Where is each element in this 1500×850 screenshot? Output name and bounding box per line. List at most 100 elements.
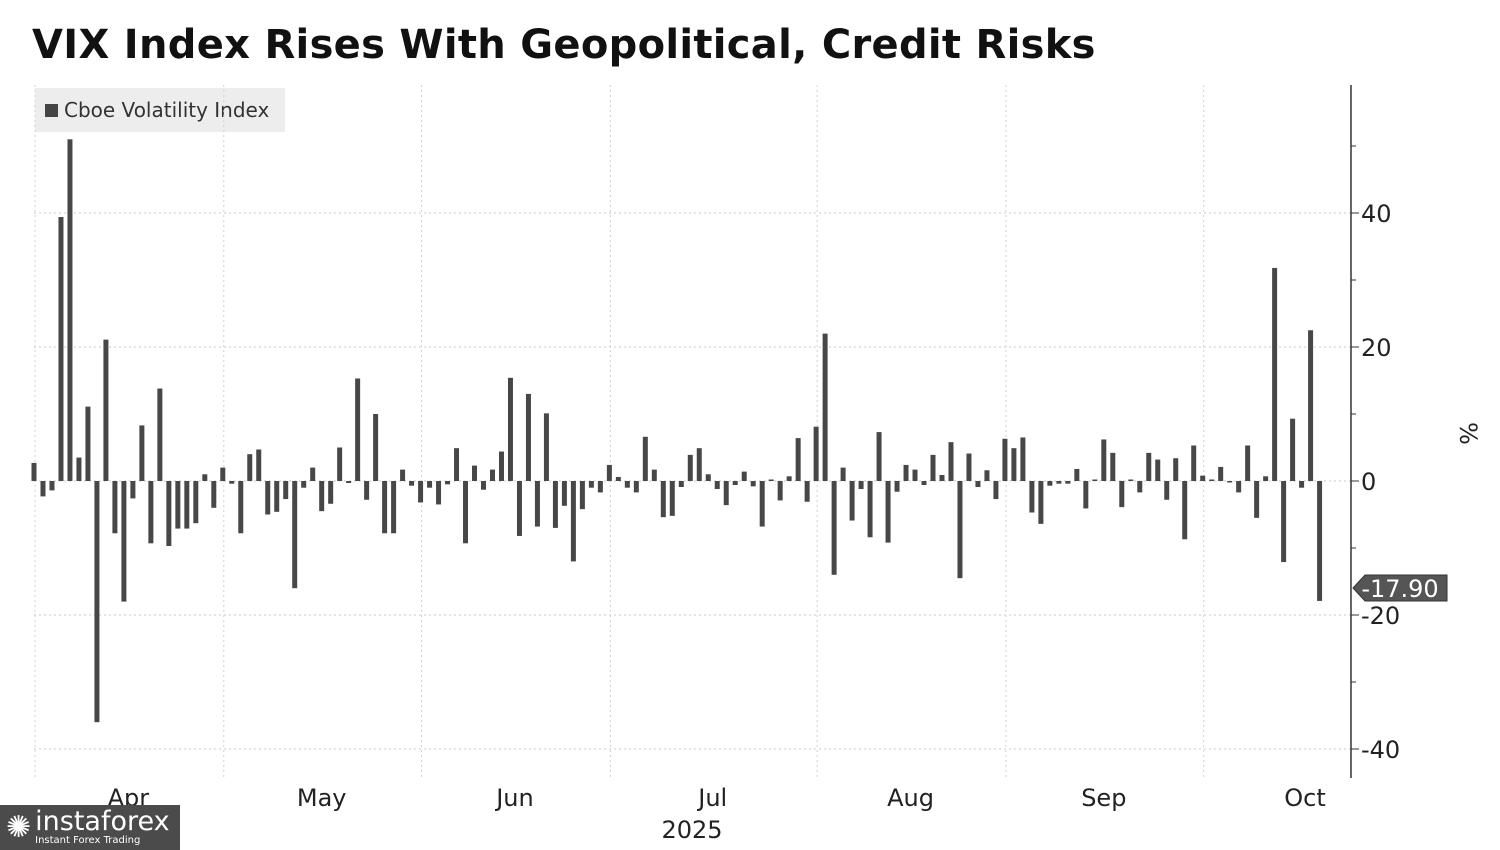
bar: [993, 481, 999, 500]
bar: [723, 481, 729, 506]
bar: [1191, 445, 1197, 481]
bar: [1218, 466, 1224, 481]
bar: [741, 471, 747, 481]
bar: [1083, 481, 1089, 509]
bar: [49, 481, 55, 491]
x-tick-label: Sep: [1081, 784, 1126, 812]
bar: [687, 454, 693, 481]
bar: [714, 481, 720, 490]
bar: [1038, 481, 1044, 524]
bar: [337, 447, 343, 481]
y-tick-label: 20: [1361, 334, 1392, 362]
bar: [436, 481, 442, 505]
bar: [1092, 479, 1098, 481]
bar: [31, 462, 37, 481]
bar: [265, 481, 271, 515]
bar: [1119, 481, 1125, 508]
bar: [1011, 448, 1017, 481]
bar: [112, 481, 118, 534]
bar: [840, 467, 846, 481]
y-tick-label: 40: [1361, 200, 1392, 228]
bar: [220, 467, 226, 481]
x-year-label: 2025: [661, 816, 722, 844]
bar: [67, 139, 73, 482]
bar: [400, 469, 406, 481]
bar: [1182, 481, 1188, 540]
bar: [615, 476, 621, 481]
bar: [94, 481, 100, 723]
y-tick-label: -20: [1361, 602, 1400, 630]
bar: [894, 481, 900, 492]
bar: [328, 481, 334, 504]
last-value-callout: [1352, 574, 1448, 602]
bar: [1146, 452, 1152, 481]
bar: [1317, 481, 1323, 601]
bar: [1020, 437, 1026, 481]
bar: [445, 481, 451, 485]
bar: [669, 481, 675, 516]
bar: [373, 414, 379, 481]
bar: [1074, 468, 1080, 481]
bar: [1155, 459, 1161, 481]
bar: [552, 481, 558, 528]
bar: [804, 481, 810, 502]
bar: [849, 481, 855, 521]
bar: [876, 432, 882, 481]
x-tick-label: Oct: [1284, 784, 1326, 812]
bar: [310, 467, 316, 481]
bar: [202, 474, 208, 481]
bar: [382, 481, 388, 534]
chart-title: VIX Index Rises With Geopolitical, Credi…: [32, 22, 1096, 68]
bar: [364, 481, 370, 500]
bar: [984, 470, 990, 481]
bar: [1056, 481, 1062, 484]
bar: [346, 481, 352, 484]
bar: [813, 426, 819, 481]
bar: [1281, 481, 1287, 563]
bar: [678, 481, 684, 488]
bar: [1200, 475, 1206, 481]
bar: [1290, 418, 1296, 481]
bar: [651, 469, 657, 481]
bar: [642, 436, 648, 481]
bar: [579, 481, 585, 510]
bar: [1209, 479, 1215, 481]
bar: [472, 465, 478, 481]
bar: [939, 474, 945, 481]
x-tick-label: Jul: [696, 784, 727, 812]
instaforex-logo-icon: ✺: [6, 810, 32, 845]
bar: [463, 481, 469, 544]
bar: [481, 481, 486, 490]
bar: [391, 481, 397, 534]
bar: [516, 481, 522, 536]
bar: [418, 481, 424, 503]
bar: [1308, 330, 1314, 481]
bar: [1047, 481, 1053, 486]
bar: [1227, 481, 1233, 483]
bar: [184, 481, 190, 529]
bar: [732, 481, 738, 486]
bar: [166, 481, 172, 546]
bar: [1110, 452, 1116, 481]
y-tick-label: -40: [1361, 736, 1400, 764]
bar: [1101, 439, 1107, 481]
x-tick-label: Jun: [494, 784, 534, 812]
bar: [489, 469, 495, 481]
bar: [498, 451, 504, 481]
bar: [597, 481, 603, 493]
bar: [858, 481, 864, 490]
legend-swatch: [45, 103, 58, 117]
bar: [588, 481, 594, 488]
bar: [507, 377, 513, 481]
bar: [534, 481, 540, 527]
bar: [292, 481, 298, 589]
bar: [975, 481, 981, 488]
bar: [543, 413, 549, 481]
bar: [948, 442, 954, 481]
legend-label: Cboe Volatility Index: [64, 98, 270, 122]
bar: [1272, 267, 1278, 481]
bar: [660, 481, 666, 518]
bar: [211, 481, 217, 508]
bar: [283, 481, 289, 500]
y-axis-label: %: [1454, 422, 1482, 445]
